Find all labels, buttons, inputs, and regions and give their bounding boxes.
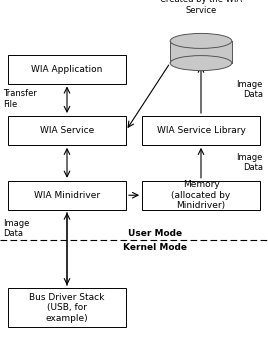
Text: Transfer
File: Transfer File: [3, 89, 36, 108]
Text: WIA Service: WIA Service: [40, 126, 94, 135]
Text: Image
Data: Image Data: [236, 153, 263, 172]
Ellipse shape: [170, 33, 232, 48]
Text: Memory
(allocated by
Minidriver): Memory (allocated by Minidriver): [171, 180, 231, 210]
Text: Kernel Mode: Kernel Mode: [124, 243, 187, 252]
Text: Image
Data: Image Data: [3, 219, 29, 238]
Text: Image
Data: Image Data: [236, 80, 263, 99]
Polygon shape: [170, 41, 232, 63]
Text: WIA Service Library: WIA Service Library: [157, 126, 245, 135]
FancyBboxPatch shape: [8, 116, 126, 145]
FancyBboxPatch shape: [142, 181, 260, 210]
FancyBboxPatch shape: [142, 116, 260, 145]
Text: WIA Application: WIA Application: [31, 64, 103, 74]
Text: User Mode: User Mode: [128, 229, 183, 238]
FancyBboxPatch shape: [8, 288, 126, 327]
FancyBboxPatch shape: [8, 55, 126, 84]
FancyBboxPatch shape: [8, 181, 126, 210]
Text: WIA Minidriver: WIA Minidriver: [34, 191, 100, 200]
Ellipse shape: [170, 56, 232, 71]
Text: Transfer File
Created by the WIA
Service: Transfer File Created by the WIA Service: [160, 0, 242, 15]
Text: Bus Driver Stack
(USB, for
example): Bus Driver Stack (USB, for example): [29, 293, 105, 323]
